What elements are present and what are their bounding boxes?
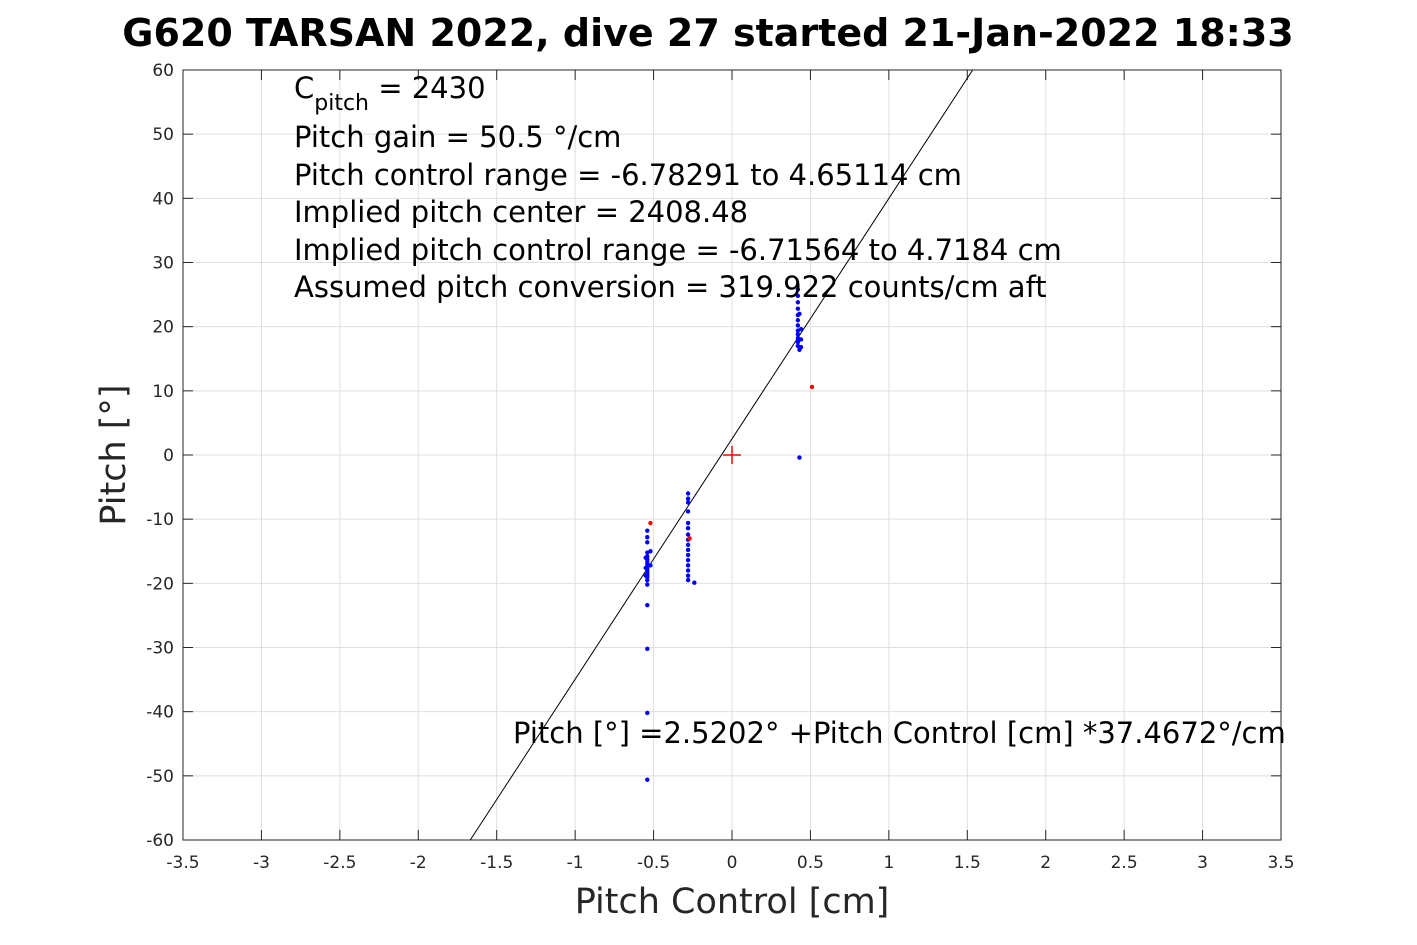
x-tick-label: 1 <box>883 853 894 873</box>
data-point-blue <box>685 547 691 553</box>
c-pitch-annotation: Cpitch = 2430 <box>294 71 486 116</box>
data-point-blue <box>645 602 650 608</box>
data-point-blue <box>798 337 804 342</box>
y-tick-label: -10 <box>146 510 174 530</box>
data-point-blue <box>643 573 648 578</box>
data-point-blue <box>645 528 650 533</box>
data-point-red <box>809 384 815 390</box>
data-point-blue <box>643 565 648 571</box>
x-tick-label: 0 <box>727 853 738 873</box>
axis-ticks: -3.5 -3 -2.5 -2 -1.5 -1 -0.5 0 0.5 1 1.5 2 2.5 3 3.5 -6… <box>146 61 1294 873</box>
x-tick-label: -3.5 <box>166 853 199 873</box>
data-point-blue <box>685 491 691 496</box>
c-pitch-subscript: pitch <box>314 91 369 116</box>
y-tick-label: -30 <box>146 639 174 659</box>
annotation-pitch-gain: Pitch gain = 50.5 °/cm <box>294 120 621 154</box>
data-point-blue <box>645 646 650 651</box>
data-point-blue <box>685 525 691 531</box>
x-tick-label: -1 <box>567 853 584 873</box>
c-pitch-main: C <box>294 71 314 105</box>
x-tick-label: 3.5 <box>1267 853 1294 873</box>
annotation-implied-pitch-control-range: Implied pitch control range = -6.71564 t… <box>294 233 1062 267</box>
data-point-blue <box>685 558 691 563</box>
data-point-blue <box>645 540 650 545</box>
data-point-blue <box>795 300 801 305</box>
data-point-blue <box>685 552 691 558</box>
data-point-blue <box>645 534 650 540</box>
data-point-blue <box>795 332 801 337</box>
data-point-red <box>687 536 692 541</box>
x-tick-label: 3 <box>1197 853 1208 873</box>
data-point-blue <box>795 318 801 323</box>
data-point-blue <box>643 555 648 560</box>
y-axis-label: Pitch [°] <box>94 384 134 525</box>
y-tick-label: -60 <box>146 831 174 851</box>
data-point-blue <box>795 339 801 345</box>
data-point-blue <box>645 577 650 583</box>
center-marker-group <box>723 446 741 464</box>
x-tick-label: 1.5 <box>954 853 981 873</box>
x-axis-label: Pitch Control [cm] <box>575 882 890 922</box>
data-point-blue <box>685 496 691 501</box>
data-point-blue <box>645 710 650 716</box>
y-tick-label: 60 <box>152 61 174 81</box>
data-point-blue <box>798 327 804 332</box>
x-tick-label: -0.5 <box>637 853 670 873</box>
x-tick-label: -2 <box>410 853 427 873</box>
data-point-blue <box>795 293 801 299</box>
data-point-blue <box>648 563 653 568</box>
data-point-blue <box>685 500 691 505</box>
x-tick-label: -1.5 <box>480 853 513 873</box>
data-point-blue <box>797 455 802 460</box>
data-points <box>643 287 815 782</box>
data-point-blue <box>685 532 691 537</box>
y-tick-label: 20 <box>152 318 174 338</box>
y-tick-label: 40 <box>152 189 174 209</box>
annotation-pitch-control-range: Pitch control range = -6.78291 to 4.6511… <box>294 158 962 192</box>
x-tick-label: 2 <box>1040 853 1051 873</box>
data-point-blue <box>685 573 691 578</box>
fit-line <box>469 69 974 841</box>
data-point-blue <box>685 563 691 568</box>
data-point-blue <box>798 345 804 350</box>
data-point-blue <box>795 287 801 292</box>
data-point-blue <box>685 568 691 573</box>
data-point-blue <box>645 582 650 587</box>
data-point-blue <box>685 577 691 583</box>
data-point-blue <box>797 311 802 317</box>
data-point-blue <box>685 542 691 548</box>
data-point-blue <box>645 777 650 782</box>
x-tick-label: -2.5 <box>323 853 356 873</box>
x-tick-label: 2.5 <box>1111 853 1138 873</box>
y-tick-label: -20 <box>146 574 174 594</box>
data-point-red <box>648 520 653 526</box>
y-tick-label: -40 <box>146 703 174 723</box>
x-tick-label: -3 <box>253 853 270 873</box>
data-point-blue <box>795 306 801 311</box>
fit-line-group <box>469 69 974 841</box>
annotation-implied-pitch-center: Implied pitch center = 2408.48 <box>294 195 748 229</box>
data-point-blue <box>685 509 691 514</box>
annotation-assumed-pitch-conversion: Assumed pitch conversion = 319.922 count… <box>294 270 1047 304</box>
y-tick-label: 50 <box>152 125 174 145</box>
chart-title: G620 TARSAN 2022, dive 27 started 21-Jan… <box>122 11 1293 55</box>
y-tick-label: 10 <box>152 382 174 402</box>
data-point-blue <box>648 549 653 554</box>
y-tick-label: -50 <box>146 767 174 787</box>
c-pitch-value: = 2430 <box>369 71 486 105</box>
data-point-blue <box>685 520 691 526</box>
data-point-blue <box>795 323 801 328</box>
y-tick-label: 30 <box>152 254 174 274</box>
x-tick-label: 0.5 <box>797 853 824 873</box>
data-point-blue <box>692 580 697 585</box>
grid-lines <box>182 69 1282 841</box>
fit-equation-annotation: Pitch [°] =2.5202° +Pitch Control [cm] *… <box>513 716 1286 750</box>
y-tick-label: 0 <box>163 446 174 466</box>
